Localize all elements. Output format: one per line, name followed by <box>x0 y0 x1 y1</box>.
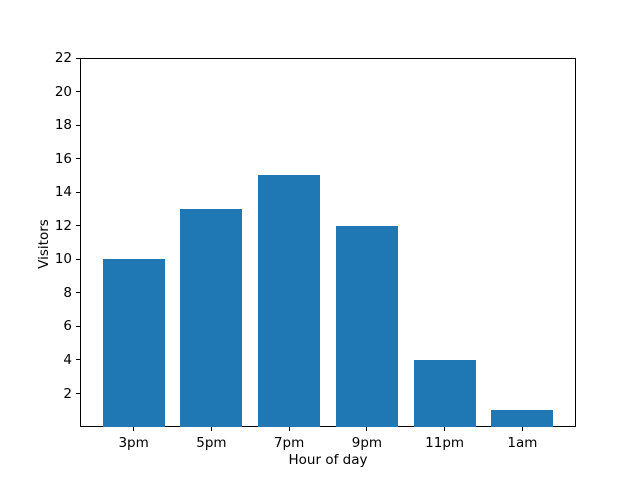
bar-11pm <box>413 359 476 427</box>
bar-1am <box>491 410 554 427</box>
x-tick-mark-5pm <box>210 427 212 431</box>
x-tick-label-9pm: 9pm <box>351 435 383 451</box>
y-tick-mark-2 <box>76 393 80 394</box>
bar-5pm <box>180 209 243 427</box>
y-tick-mark-22 <box>76 57 80 59</box>
y-tick-label-20: 20 <box>54 83 72 100</box>
bar-3pm <box>102 259 165 427</box>
x-tick-label-11pm: 11pm <box>425 435 465 451</box>
y-tick-mark-12 <box>76 225 80 227</box>
y-tick-mark-20 <box>76 91 80 92</box>
y-tick-label-16: 16 <box>54 150 72 167</box>
x-tick-label-7pm: 7pm <box>273 435 305 451</box>
x-tick-label-5pm: 5pm <box>196 435 227 451</box>
x-tick-label-1am: 1am <box>507 435 538 451</box>
x-tick-mark-11pm <box>444 427 446 431</box>
y-tick-label-18: 18 <box>54 117 72 134</box>
x-axis-label: Hour of day <box>288 452 368 468</box>
x-tick-mark-1am <box>521 427 523 431</box>
y-tick-mark-14 <box>76 191 80 193</box>
y-tick-mark-16 <box>76 158 80 160</box>
x-tick-mark-7pm <box>288 427 290 431</box>
y-tick-mark-10 <box>76 258 80 260</box>
x-tick-label-3pm: 3pm <box>118 435 149 451</box>
y-tick-label-4: 4 <box>63 351 72 368</box>
y-tick-label-10: 10 <box>54 251 72 268</box>
bar-7pm <box>258 175 321 427</box>
y-tick-mark-4 <box>76 359 80 361</box>
y-tick-mark-8 <box>76 292 80 294</box>
x-tick-mark-9pm <box>366 427 368 431</box>
x-tick-mark-3pm <box>133 427 135 431</box>
y-tick-label-14: 14 <box>54 184 72 201</box>
y-tick-label-12: 12 <box>54 217 72 234</box>
y-tick-mark-6 <box>76 325 80 327</box>
y-tick-mark-18 <box>76 124 80 126</box>
y-tick-label-8: 8 <box>63 284 72 301</box>
bar-9pm <box>335 225 398 427</box>
y-tick-label-6: 6 <box>63 318 72 335</box>
y-tick-label-22: 22 <box>54 50 72 66</box>
y-tick-label-2: 2 <box>63 385 72 402</box>
